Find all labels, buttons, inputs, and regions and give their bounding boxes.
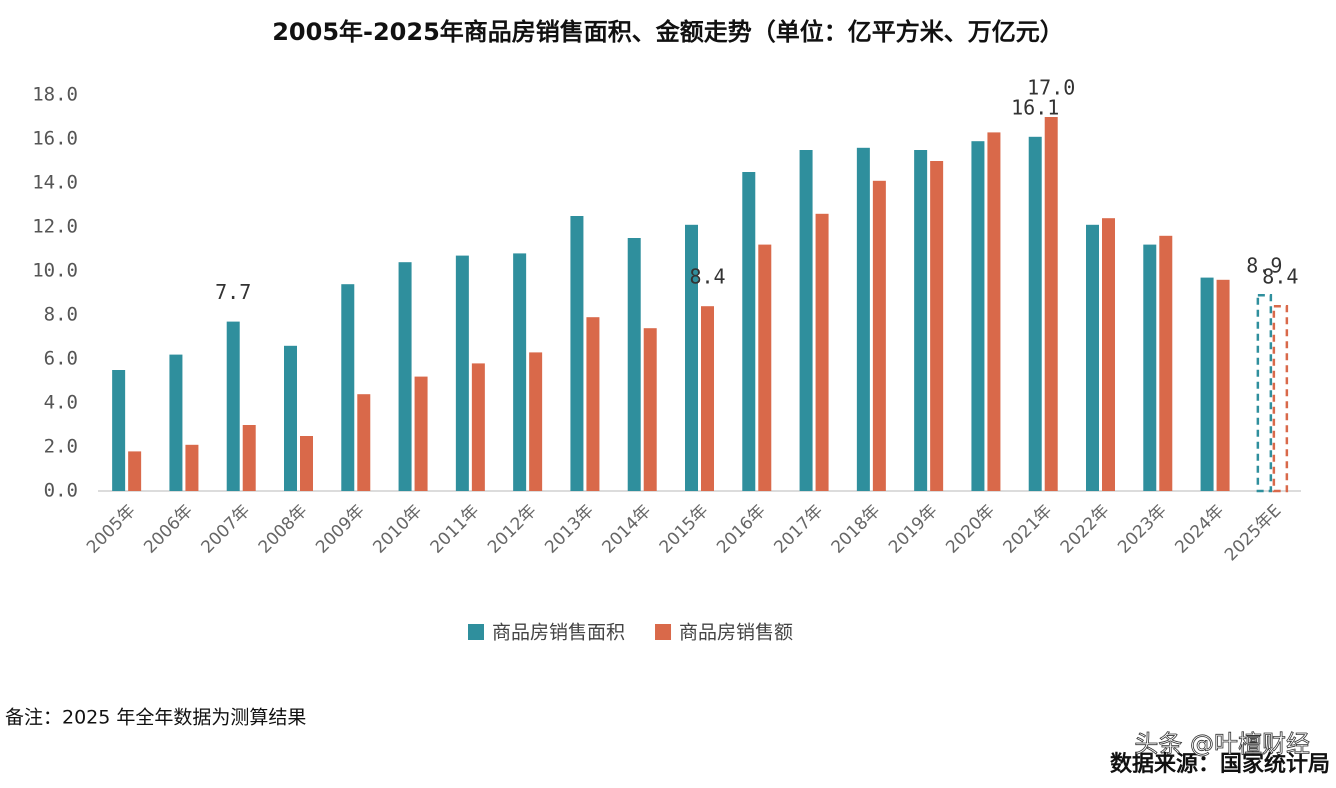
bar (1159, 235, 1173, 491)
x-tick-label: 2018年 (828, 501, 885, 558)
bar (1256, 293, 1273, 493)
bar (1102, 218, 1115, 491)
x-tick-label: 2019年 (885, 501, 942, 558)
x-tick-label: 2025年E (1221, 501, 1285, 565)
y-tick-label: 14.0 (32, 172, 78, 194)
x-tick-label: 2011年 (427, 501, 484, 558)
bar (455, 255, 469, 491)
x-tick-label: 2007年 (198, 501, 255, 558)
note: 备注：2025 年全年数据为测算结果 (5, 707, 306, 729)
bar (1028, 136, 1042, 492)
x-tick-label: 2005年 (83, 501, 140, 558)
bar (987, 132, 1001, 491)
bar (414, 376, 428, 491)
bar (284, 345, 297, 491)
y-tick-label: 4.0 (44, 392, 78, 414)
legend-label: 商品房销售额 (679, 622, 793, 644)
bar (1086, 224, 1099, 492)
bar (643, 328, 657, 491)
bar (1143, 244, 1157, 491)
x-tick-label: 2010年 (369, 501, 426, 558)
bar (226, 321, 240, 491)
bar (872, 180, 886, 492)
bar (742, 172, 756, 491)
y-tick-label: 18.0 (32, 84, 78, 106)
legend-label: 商品房销售面积 (492, 622, 625, 644)
value-label: 8.4 (689, 265, 725, 289)
bar (398, 262, 412, 491)
x-tick-label: 2017年 (770, 501, 827, 558)
y-tick-label: 6.0 (44, 348, 78, 370)
bar (930, 161, 944, 491)
value-label: 8.9 (1246, 254, 1282, 278)
x-tick-label: 2020年 (942, 501, 999, 558)
bar (627, 238, 641, 491)
x-tick-label: 2013年 (541, 501, 598, 558)
bar (799, 150, 813, 491)
chart-title: 2005年-2025年商品房销售面积、金额走势（单位：亿平方米、万亿元） (272, 18, 1064, 46)
bar (300, 436, 313, 491)
x-tick-label: 2016年 (713, 501, 770, 558)
value-label: 16.1 (1011, 95, 1059, 119)
bar (971, 141, 985, 491)
bar (242, 425, 256, 491)
y-tick-label: 10.0 (32, 260, 78, 282)
bar (513, 253, 527, 491)
bar (685, 224, 698, 492)
bar (856, 147, 870, 492)
x-tick-label: 2021年 (1000, 501, 1057, 558)
value-label: 8.4 (1262, 265, 1298, 289)
y-tick-label: 2.0 (44, 436, 78, 458)
y-tick-label: 12.0 (32, 216, 78, 238)
y-tick-label: 16.0 (32, 128, 78, 150)
bar (357, 394, 371, 491)
bar (112, 370, 126, 491)
value-label: 17.0 (1027, 76, 1075, 100)
y-tick-label: 8.0 (44, 304, 78, 326)
x-tick-label: 2012年 (484, 501, 541, 558)
x-tick-label: 2009年 (312, 501, 369, 558)
bar (1272, 304, 1289, 493)
x-tick-label: 2022年 (1057, 501, 1114, 558)
x-tick-label: 2023年 (1114, 501, 1171, 558)
bar (169, 354, 183, 491)
y-tick-label: 0.0 (44, 480, 78, 502)
legend-swatch (468, 624, 484, 640)
bar (1216, 279, 1230, 491)
bar (1200, 277, 1214, 491)
bar (701, 306, 714, 491)
watermark: 头条 @叶檀财经 (1134, 730, 1310, 758)
x-tick-label: 2008年 (255, 501, 312, 558)
source: 数据来源：国家统计局 (1110, 751, 1330, 777)
bar (529, 352, 543, 491)
bar (758, 244, 772, 491)
x-tick-label: 2006年 (140, 501, 197, 558)
legend-swatch (655, 624, 672, 640)
bar (185, 444, 199, 491)
bar (1044, 117, 1058, 491)
x-tick-label: 2015年 (656, 501, 713, 558)
bar (341, 284, 355, 491)
bar (570, 216, 584, 491)
value-label: 7.7 (215, 280, 251, 304)
bar (815, 213, 829, 492)
bar (586, 317, 600, 491)
bar (471, 363, 485, 491)
bar (128, 451, 142, 491)
bar (914, 150, 928, 491)
x-tick-label: 2024年 (1171, 501, 1228, 558)
x-tick-label: 2014年 (599, 501, 656, 558)
